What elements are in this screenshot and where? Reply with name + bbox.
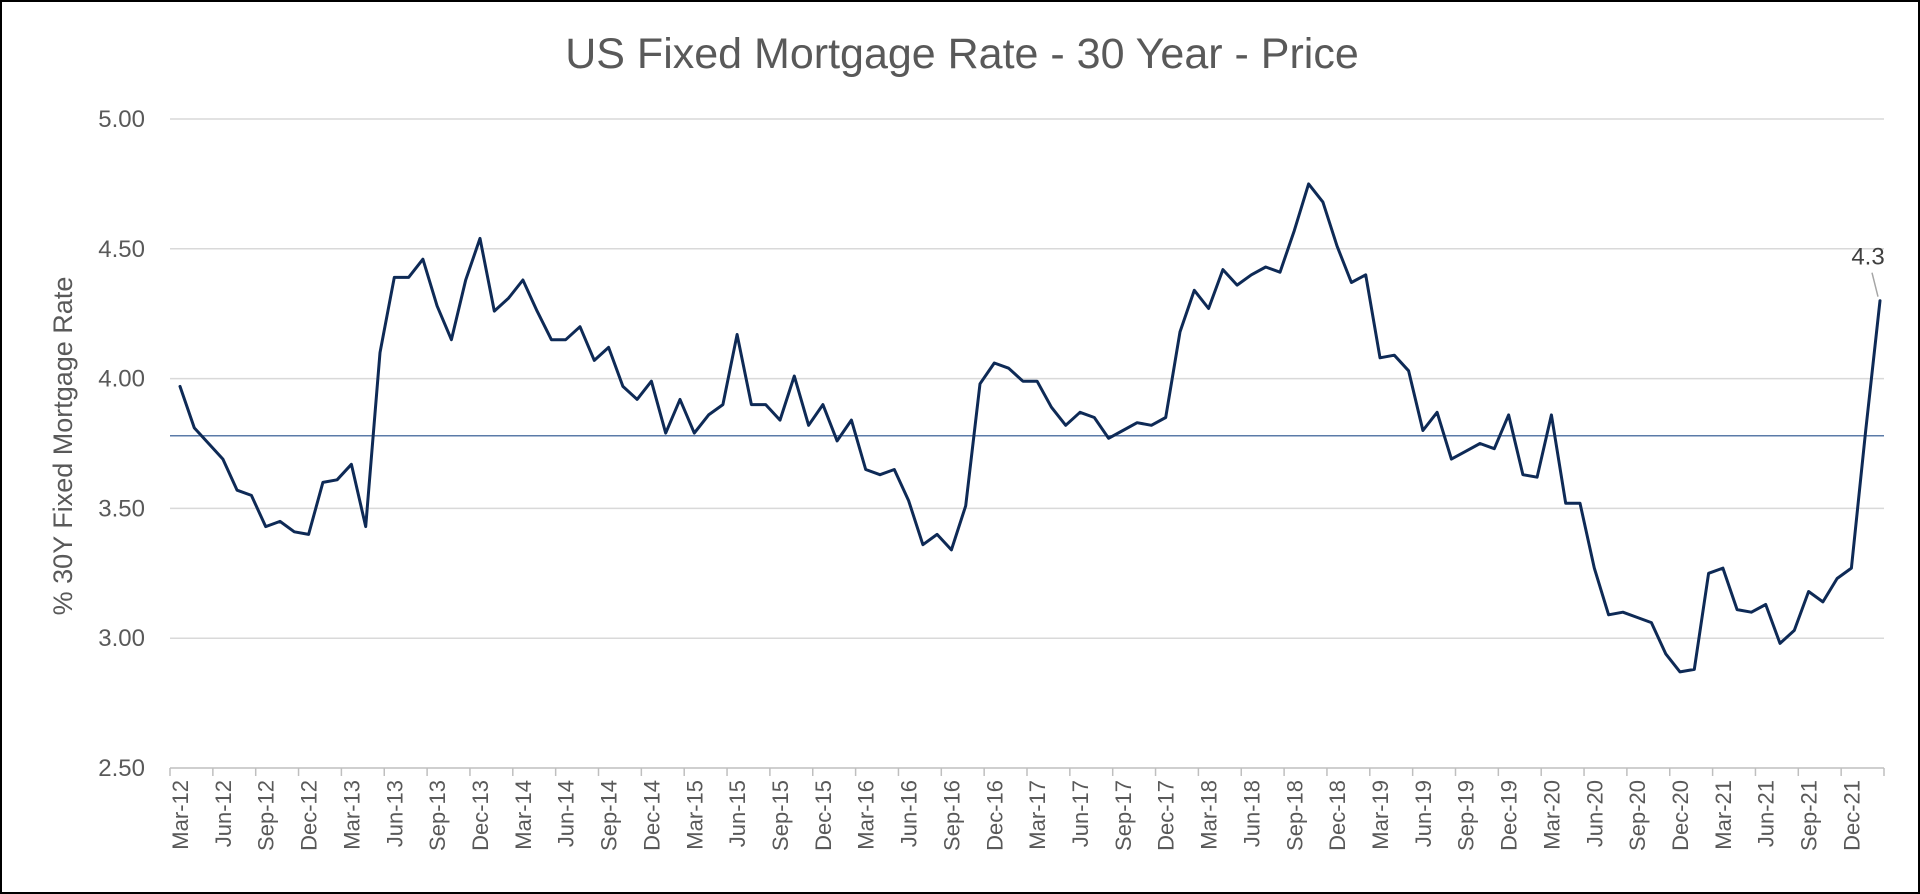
x-tick-label: Sep-14 [597,780,622,851]
y-tick-label: 4.00 [98,366,145,393]
x-tick-label: Jun-21 [1754,780,1779,847]
x-axis: Mar-12 Jun-12 Sep-12 Dec-12 Mar-13 Jun-13 Sep-… [168,767,1885,851]
x-tick-label: Dec-12 [297,780,322,851]
x-tick-label: Jun-17 [1068,780,1093,847]
series-line [178,182,1882,674]
series-group [178,182,1882,674]
last-value-label: 4.3 [1851,244,1884,271]
x-tick-label: Dec-15 [811,780,836,851]
y-tick-label: 4.50 [98,236,145,263]
x-tick-label: Jun-19 [1411,780,1436,847]
x-tick-label: Sep-19 [1454,780,1479,851]
x-tick-label: Mar-16 [854,780,879,850]
y-axis-ticks: 2.50 3.00 3.50 4.00 4.50 5.00 [98,106,145,782]
gridlines [170,118,1884,639]
x-tick-label: Mar-17 [1025,780,1050,850]
x-tick-label: Sep-18 [1282,780,1307,851]
x-tick-label: Jun-18 [1239,780,1264,847]
x-tick-label: Mar-12 [168,780,193,850]
x-tick-label: Mar-20 [1539,780,1564,850]
x-tick-label: Jun-13 [382,780,407,847]
x-tick-label: Mar-18 [1197,780,1222,850]
x-tick-label: Sep-13 [425,780,450,851]
y-axis-label: % 30Y Fixed Mortgage Rate [48,277,78,616]
x-tick-label: Sep-20 [1625,780,1650,851]
x-tick-label: Sep-21 [1797,780,1822,851]
x-tick-label: Dec-20 [1668,780,1693,851]
y-tick-label: 3.50 [98,495,145,522]
x-tick-label: Dec-14 [639,780,664,851]
x-tick-label: Mar-15 [682,780,707,850]
data-label-group: 4.3 [1851,244,1885,297]
chart-title: US Fixed Mortgage Rate - 30 Year - Price [565,30,1358,78]
x-tick-label: Sep-12 [254,780,279,851]
x-tick-label: Jun-16 [897,780,922,847]
y-tick-label: 2.50 [98,755,145,782]
x-tick-label: Jun-15 [725,780,750,847]
x-tick-label: Dec-19 [1497,780,1522,851]
data-label-leader [1871,272,1879,297]
x-tick-label: Mar-13 [339,780,364,850]
x-tick-label: Sep-17 [1111,780,1136,851]
y-tick-label: 5.00 [98,106,145,133]
x-tick-label: Sep-16 [939,780,964,851]
x-tick-label: Jun-12 [211,780,236,847]
x-tick-label: Jun-20 [1582,780,1607,847]
x-tick-label: Dec-21 [1839,780,1864,851]
x-tick-label: Dec-18 [1325,780,1350,851]
x-tick-label: Sep-15 [768,780,793,851]
y-tick-label: 3.00 [98,625,145,652]
x-tick-label: Dec-13 [468,780,493,851]
x-tick-label: Mar-14 [511,780,536,850]
x-tick-label: Mar-21 [1711,780,1736,850]
x-tick-label: Dec-16 [982,780,1007,851]
x-tick-label: Mar-19 [1368,780,1393,850]
x-tick-label: Dec-17 [1154,780,1179,851]
x-tick-label: Jun-14 [554,780,579,847]
